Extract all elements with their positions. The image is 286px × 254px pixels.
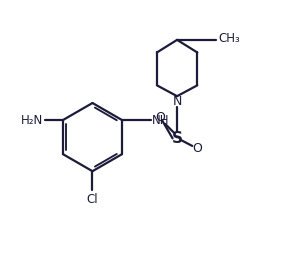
Text: O: O <box>156 111 166 124</box>
Text: S: S <box>172 131 182 146</box>
Text: H₂N: H₂N <box>21 114 43 126</box>
Text: NH: NH <box>152 114 170 126</box>
Text: Cl: Cl <box>87 193 98 206</box>
Text: O: O <box>192 142 202 155</box>
Text: N: N <box>172 95 182 108</box>
Text: CH₃: CH₃ <box>218 32 240 45</box>
